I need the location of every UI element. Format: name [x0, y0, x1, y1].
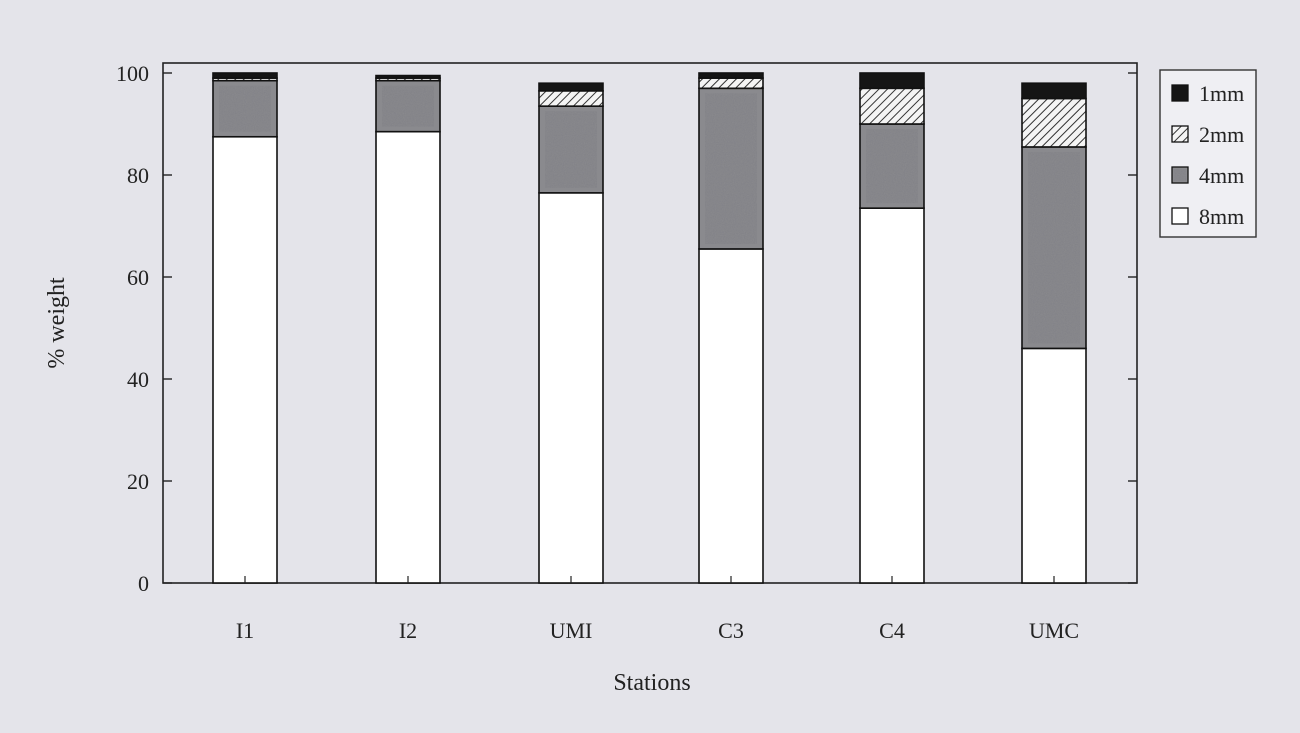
bar-segment-8mm-UMI: [538, 192, 604, 584]
bar-segment-8mm-C4: [859, 207, 925, 584]
bar-segment-1mm-C3: [698, 72, 764, 79]
y-axis: 0 20 40 60 80 100: [116, 61, 1137, 596]
bar-UMC: [1021, 82, 1087, 584]
stipple-texture: [866, 129, 918, 204]
bar-segment-8mm-UMC: [1021, 347, 1087, 584]
stipple-texture: [545, 111, 597, 188]
bar-segment-2mm-C4: [859, 87, 925, 125]
y-tick-label: 100: [116, 61, 149, 86]
bar-I2: [375, 74, 441, 584]
bar-segment-1mm-UMI: [538, 82, 604, 92]
bar-C3: [698, 72, 764, 584]
bar-segment-1mm-I2: [375, 74, 441, 79]
bar-segment-1mm-C4: [859, 72, 925, 90]
legend-label-8mm: 8mm: [1199, 204, 1244, 229]
bar-segment-2mm-C3: [698, 77, 764, 90]
bar-segment-2mm-UMC: [1021, 97, 1087, 148]
bar-segment-8mm-I1: [212, 135, 278, 584]
x-tick-label-I2: I2: [399, 618, 417, 643]
bars-group: [212, 72, 1087, 584]
x-tick-label-UMC: UMC: [1029, 618, 1079, 643]
legend-swatch-2mm: [1171, 125, 1189, 143]
y-tick-label: 20: [127, 469, 149, 494]
x-axis-label: Stations: [613, 670, 690, 696]
x-tick-label-C3: C3: [718, 618, 744, 643]
x-tick-label-C4: C4: [879, 618, 905, 643]
stipple-texture: [1174, 169, 1186, 181]
plot-frame: [162, 62, 1138, 584]
stipple-texture: [705, 93, 757, 244]
bar-segment-1mm-UMC: [1021, 82, 1087, 100]
legend-swatch-8mm: [1171, 207, 1189, 225]
y-tick-label: 60: [127, 265, 149, 290]
y-tick-label: 80: [127, 163, 149, 188]
bar-segment-2mm-UMI: [538, 90, 604, 107]
bar-UMI: [538, 82, 604, 584]
bar-segment-8mm-I2: [375, 130, 441, 584]
stipple-texture: [382, 85, 434, 127]
legend-label-4mm: 4mm: [1199, 163, 1244, 188]
bar-segment-8mm-C3: [698, 248, 764, 584]
stipple-texture: [219, 85, 271, 132]
legend: 1mm 2mm 4mm 8mm: [1159, 69, 1257, 238]
x-tick-label-UMI: UMI: [550, 618, 593, 643]
y-axis-label: % weight: [44, 277, 70, 369]
legend-label-2mm: 2mm: [1199, 122, 1244, 147]
legend-label-1mm: 1mm: [1199, 81, 1244, 106]
legend-swatch-1mm: [1171, 84, 1189, 102]
bar-segment-1mm-I1: [212, 72, 278, 79]
y-tick-label: 0: [138, 571, 149, 596]
y-tick-label: 40: [127, 367, 149, 392]
bar-C4: [859, 72, 925, 584]
bar-I1: [212, 72, 278, 584]
x-tick-label-I1: I1: [236, 618, 254, 643]
x-axis: I1 I2 UMI C3 C4 UMC: [236, 576, 1079, 643]
stipple-texture: [1028, 151, 1080, 344]
